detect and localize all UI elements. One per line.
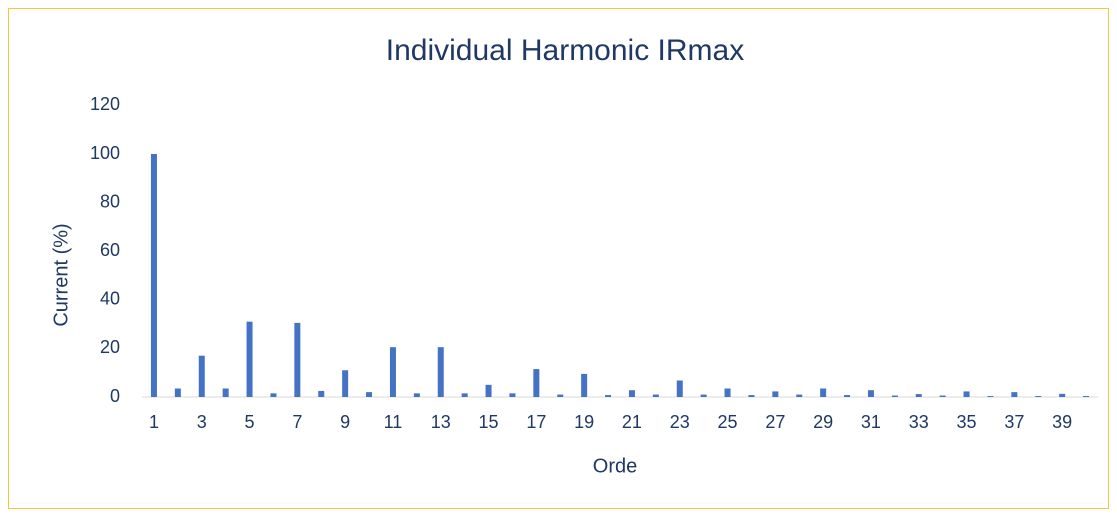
bar bbox=[461, 393, 468, 397]
bar bbox=[1011, 392, 1018, 397]
bar bbox=[150, 154, 157, 397]
x-tick-label: 33 bbox=[909, 412, 929, 432]
x-tick-label: 13 bbox=[431, 412, 451, 432]
bar bbox=[891, 395, 898, 397]
bar bbox=[342, 370, 349, 397]
bar bbox=[1059, 393, 1066, 397]
y-tick-label: 20 bbox=[100, 337, 120, 357]
x-tick-label: 9 bbox=[340, 412, 350, 432]
bar bbox=[939, 395, 946, 397]
x-tick-label: 17 bbox=[526, 412, 546, 432]
y-tick-label: 0 bbox=[110, 386, 120, 406]
bar bbox=[652, 394, 659, 397]
bar bbox=[820, 388, 827, 397]
x-tick-label: 5 bbox=[245, 412, 255, 432]
bar bbox=[700, 394, 707, 397]
x-tick-label: 19 bbox=[574, 412, 594, 432]
x-tick-label: 31 bbox=[861, 412, 881, 432]
bar bbox=[748, 395, 755, 397]
bar bbox=[413, 393, 420, 397]
x-tick-label: 7 bbox=[292, 412, 302, 432]
bar bbox=[796, 394, 803, 397]
x-tick-label: 11 bbox=[384, 412, 403, 432]
bar bbox=[246, 321, 253, 397]
chart-border bbox=[8, 8, 1109, 509]
bar bbox=[867, 390, 874, 397]
x-tick-label: 37 bbox=[1004, 412, 1024, 432]
bar bbox=[270, 393, 277, 397]
x-tick-label: 23 bbox=[670, 412, 690, 432]
bar bbox=[915, 394, 922, 397]
bar bbox=[772, 391, 779, 397]
bar bbox=[963, 391, 970, 397]
bar bbox=[557, 394, 564, 397]
bar bbox=[366, 392, 373, 397]
x-tick-label: 39 bbox=[1052, 412, 1072, 432]
bar bbox=[987, 396, 994, 397]
bar bbox=[581, 373, 588, 397]
x-axis-label: Orde bbox=[593, 455, 637, 477]
bar bbox=[318, 390, 325, 397]
bar bbox=[485, 384, 492, 397]
bar bbox=[1035, 396, 1042, 397]
bar bbox=[437, 347, 444, 397]
bar bbox=[174, 388, 181, 397]
bar bbox=[389, 347, 396, 397]
x-tick-label: 29 bbox=[813, 412, 833, 432]
bar bbox=[222, 388, 229, 397]
x-tick-label: 3 bbox=[197, 412, 207, 432]
bar bbox=[605, 395, 612, 397]
bar bbox=[676, 380, 683, 397]
y-tick-label: 40 bbox=[100, 289, 120, 309]
x-tick-label: 1 bbox=[149, 412, 159, 432]
x-tick-label: 35 bbox=[957, 412, 977, 432]
bar bbox=[724, 388, 731, 397]
chart-title: Individual Harmonic IRmax bbox=[386, 34, 744, 67]
y-tick-label: 60 bbox=[100, 240, 120, 260]
y-tick-label: 120 bbox=[90, 94, 120, 114]
x-tick-label: 15 bbox=[479, 412, 499, 432]
bar bbox=[1083, 396, 1090, 397]
y-tick-label: 80 bbox=[100, 191, 120, 211]
x-tick-label: 21 bbox=[622, 412, 642, 432]
x-tick-label: 25 bbox=[718, 412, 738, 432]
bar bbox=[844, 395, 851, 397]
x-tick-label: 27 bbox=[765, 412, 785, 432]
bar bbox=[628, 390, 635, 397]
bar bbox=[533, 369, 540, 397]
bar bbox=[509, 393, 516, 397]
y-axis-label: Current (%) bbox=[50, 223, 72, 326]
bar bbox=[198, 355, 205, 397]
bar bbox=[294, 322, 301, 397]
y-tick-label: 100 bbox=[90, 143, 120, 163]
